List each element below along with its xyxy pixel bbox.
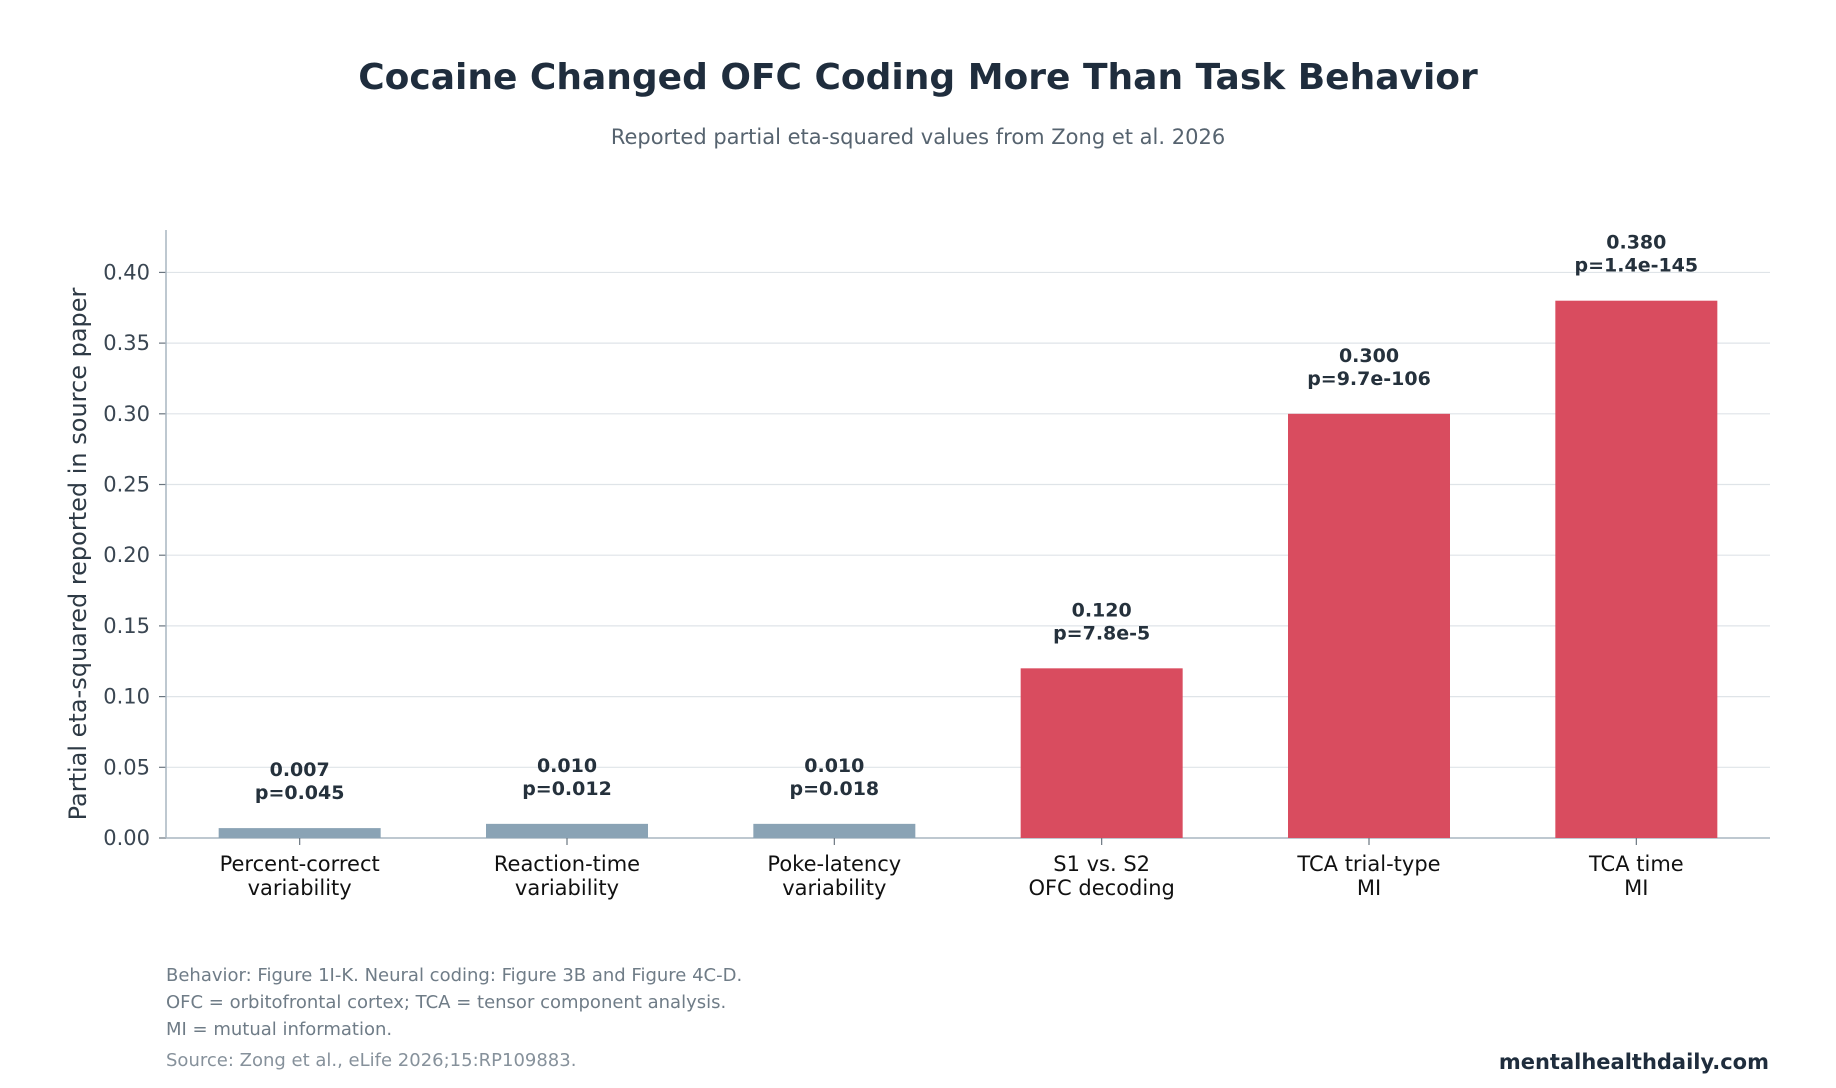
bar-p-label: p=9.7e-106 [1307, 368, 1431, 390]
x-tick-label: variability [782, 876, 886, 900]
chart-title: Cocaine Changed OFC Coding More Than Tas… [358, 57, 1478, 98]
x-tick-label: TCA time [1588, 852, 1684, 876]
x-tick-label: MI [1357, 876, 1381, 900]
y-tick-label: 0.15 [103, 614, 150, 638]
chart-subtitle: Reported partial eta-squared values from… [610, 125, 1226, 149]
source-note: Source: Zong et al., eLife 2026;15:RP109… [166, 1050, 577, 1071]
bar-value-label: 0.120 [1072, 599, 1132, 621]
x-tick-label: variability [515, 876, 619, 900]
x-tick-label: S1 vs. S2 [1053, 852, 1150, 876]
x-tick-label: Poke-latency [767, 852, 901, 876]
x-tick-label: variability [248, 876, 352, 900]
x-tick-label: Reaction-time [494, 852, 640, 876]
y-tick-label: 0.10 [103, 685, 150, 709]
bar [1555, 300, 1718, 839]
x-tick-label: Percent-correct [220, 852, 380, 876]
y-tick-label: 0.25 [103, 473, 150, 497]
bar [1020, 668, 1183, 838]
footnote-line: OFC = orbitofrontal cortex; TCA = tensor… [166, 992, 727, 1013]
y-tick-label: 0.00 [103, 826, 150, 850]
bar-value-label: 0.010 [804, 755, 864, 777]
bar-p-label: p=1.4e-145 [1575, 255, 1699, 277]
bar [1288, 413, 1450, 838]
y-tick-label: 0.35 [103, 331, 150, 355]
x-tick-label: TCA trial-type [1296, 852, 1440, 876]
y-tick-label: 0.20 [103, 543, 150, 567]
bar-p-label: p=7.8e-5 [1053, 622, 1150, 644]
y-tick-label: 0.30 [103, 402, 150, 426]
footnote-line: Behavior: Figure 1I-K. Neural coding: Fi… [166, 965, 743, 986]
bar-value-label: 0.380 [1606, 232, 1666, 254]
bar [486, 823, 648, 838]
bar [753, 823, 916, 838]
footnotes: Behavior: Figure 1I-K. Neural coding: Fi… [166, 962, 742, 1043]
y-tick-label: 0.40 [103, 260, 150, 284]
y-tick-label: 0.05 [103, 755, 150, 779]
bar-value-label: 0.007 [270, 759, 330, 781]
bar [218, 828, 381, 838]
bar-p-label: p=0.045 [255, 782, 345, 804]
bar-p-label: p=0.012 [522, 778, 612, 800]
x-tick-label: OFC decoding [1028, 876, 1174, 900]
y-axis-label: Partial eta-squared reported in source p… [64, 287, 92, 820]
footnote-line: MI = mutual information. [166, 1019, 393, 1040]
bar-value-label: 0.010 [537, 755, 597, 777]
brand-label: mentalhealthdaily.com [1498, 1050, 1769, 1074]
bar-p-label: p=0.018 [790, 778, 880, 800]
x-tick-label: MI [1624, 876, 1648, 900]
bar-value-label: 0.300 [1339, 345, 1399, 367]
